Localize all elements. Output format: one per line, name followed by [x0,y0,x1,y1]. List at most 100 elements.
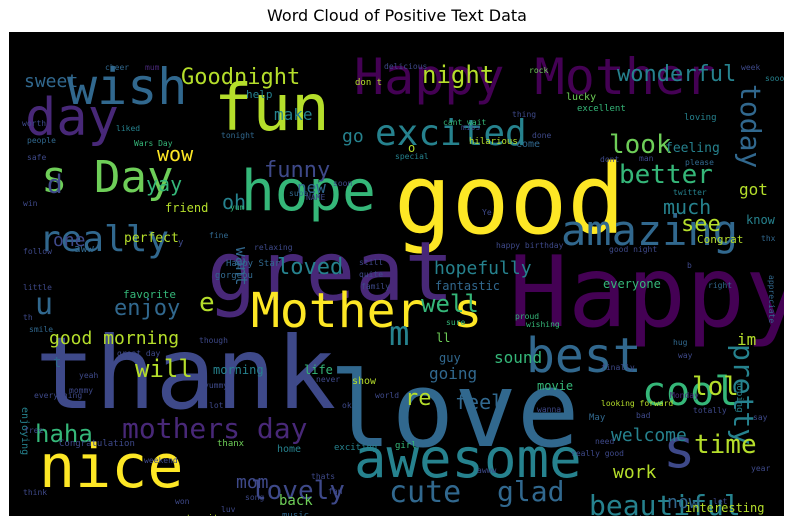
word-dont: dont [600,155,620,164]
word-looking-forward: looking forward [601,399,674,408]
chart-title: Word Cloud of Positive Text Data [267,6,527,25]
word-made: made [627,515,646,517]
word-thanx: thanx [217,439,245,449]
word-fine: fine [209,231,229,240]
word-liked: liked [116,124,141,133]
word-miss: miss [461,123,481,132]
word-cheer: cheer [105,63,130,72]
word-little: little [23,283,52,292]
word-sooo: sooo [765,74,784,83]
word-hope: hope [241,159,376,224]
word-thats: thats [311,472,336,481]
word-ll: ll [436,331,451,345]
word-mum: mum [145,63,160,72]
word-though: though [199,336,228,345]
word-proud: proud [515,312,540,321]
word-really-good: really good [571,449,624,458]
word-t-wait: t wait [186,515,219,517]
word-music: music [282,511,310,517]
word-safe: safe [27,153,47,162]
word-got: got [739,180,768,199]
word-worth: worth [22,119,47,128]
word-go: go [342,126,364,147]
word-everything: everything [34,391,83,400]
word-re: re [405,386,432,411]
word-im: im [737,330,757,349]
word-week: week [741,63,761,72]
word-help: help [246,88,273,101]
word-let: let [713,497,728,506]
word-fantastic: fantastic [435,279,501,293]
word-time: time [694,430,757,460]
word-enjoy: enjoy [114,296,181,321]
word-gorgeou: gorgeou [215,271,253,281]
word-perfect: perfect [124,231,179,246]
word-amazing: amazing [561,206,739,255]
word-don-t: don t [355,78,383,88]
word-guy: guy [439,351,461,365]
word-delicious: delicious [384,62,428,71]
word-t: t [53,355,62,371]
word-still: still [359,258,384,267]
word-awesome: awesome [354,427,582,490]
word-one: one [53,230,86,251]
word-know: know [746,213,775,227]
word-make: make [274,105,313,124]
word-yeah: yeah [79,371,99,380]
word-sweet: sweet [24,71,79,92]
word-see: see [681,212,721,237]
word-feeling: feeling [665,141,720,156]
word-great-day: great day [117,349,161,358]
word-done: done [532,131,552,140]
word-night: night [422,61,495,89]
word-love: love [329,349,580,471]
word-sure: sure [446,318,466,327]
word-luv: luv [221,505,236,514]
word-smile: smile [29,325,54,334]
word-tonight: tonight [221,131,255,140]
word-hug: hug [673,338,688,347]
word-thing: thing [512,110,537,119]
word-d: d [47,170,63,200]
word-back: back [279,493,313,509]
word-home: home [277,444,302,455]
word-good: good [394,144,626,256]
word-favorite: favorite [123,288,176,301]
word-family: family [361,282,390,291]
word-morning: morning [213,363,264,377]
word-awww: awww [477,466,497,475]
word-good-morning: good morning [49,328,180,349]
word-fun: fun [214,72,330,146]
word-people: people [27,136,56,145]
word-now: now [667,492,700,513]
word-lucky: lucky [566,92,597,103]
word-s: s [663,417,696,480]
word-quite: quite [359,270,384,279]
word-wish: wish [67,58,188,116]
word-better: better [619,160,713,190]
word-happy: Happy [509,236,784,350]
word-right: right [708,281,733,290]
word-wonderful: wonderful [617,62,737,87]
word-sound: sound [494,348,543,367]
word-say: say [753,413,768,422]
word-ok: ok [342,401,352,410]
word-twitter: twitter [673,188,707,197]
word-cool: cool [642,369,739,415]
word-hoping: hoping [734,380,744,413]
word-mother-s: Mother s [251,283,483,339]
word-cant-wait: cant wait [443,118,487,127]
word-feel: feel [455,390,504,414]
word-going: going [429,364,478,383]
word-come: come [516,139,541,150]
word-way: way [678,351,693,360]
word-excited: excited [375,113,527,154]
word-congratulation: Congratulation [59,439,135,449]
word-hilarious: hilarious [469,137,518,147]
word-mom: mom [236,472,269,493]
word-look: look [609,130,672,160]
word-thx: thx [761,234,776,243]
word-exciting: exciting [334,443,378,453]
word-may: May [589,413,606,423]
word-happy-star: Happy Star [226,259,281,269]
